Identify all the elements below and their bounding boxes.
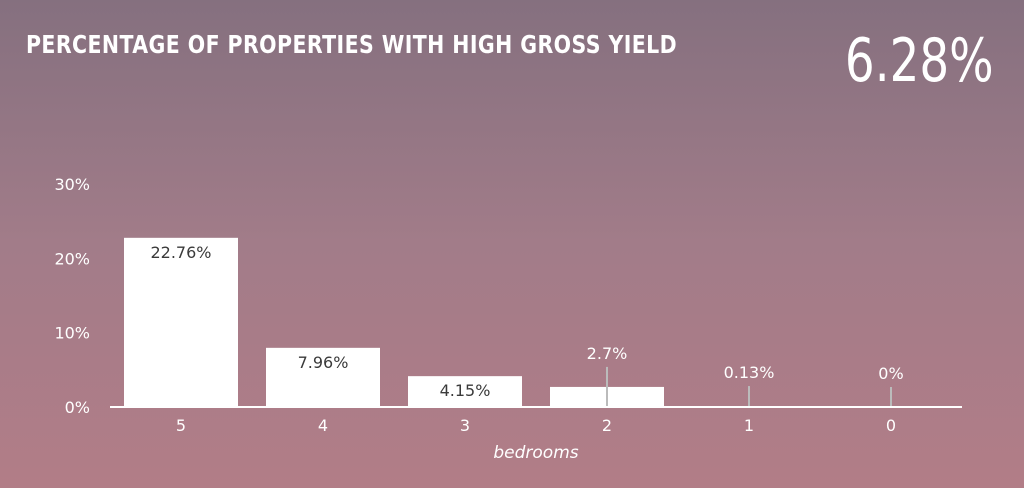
data-label: 0.13% <box>724 363 775 382</box>
x-tick-label: 5 <box>176 416 186 435</box>
y-tick-label: 0% <box>65 398 90 417</box>
y-tick-label: 10% <box>54 324 90 343</box>
data-label: 4.15% <box>440 381 491 400</box>
data-label: 2.7% <box>587 344 628 363</box>
x-tick-label: 3 <box>460 416 470 435</box>
data-label: 22.76% <box>150 243 211 262</box>
chart-title: PERCENTAGE OF PROPERTIES WITH HIGH GROSS… <box>26 30 678 59</box>
data-label: 0% <box>878 364 903 383</box>
headline-value: 6.28% <box>845 26 994 96</box>
bar <box>124 237 238 407</box>
x-axis-title: bedrooms <box>493 443 578 463</box>
x-tick-label: 0 <box>886 416 896 435</box>
data-label: 7.96% <box>298 353 349 372</box>
x-tick-label: 4 <box>318 416 328 435</box>
y-tick-label: 20% <box>54 249 90 268</box>
x-tick-label: 2 <box>602 416 612 435</box>
bar <box>266 347 380 407</box>
x-tick-label: 1 <box>744 416 754 435</box>
y-tick-label: 30% <box>54 175 90 194</box>
bar <box>408 376 522 407</box>
